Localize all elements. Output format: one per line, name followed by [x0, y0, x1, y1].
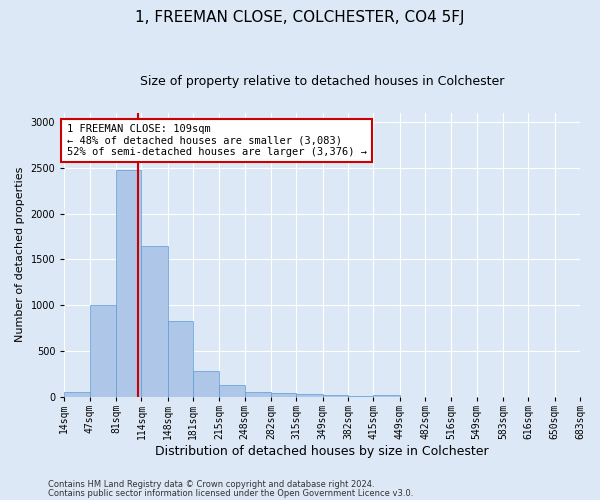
Bar	[373, 395, 400, 397]
Text: Contains HM Land Registry data © Crown copyright and database right 2024.: Contains HM Land Registry data © Crown c…	[48, 480, 374, 489]
Text: 1, FREEMAN CLOSE, COLCHESTER, CO4 5FJ: 1, FREEMAN CLOSE, COLCHESTER, CO4 5FJ	[135, 10, 465, 25]
Bar	[142, 246, 167, 397]
Title: Size of property relative to detached houses in Colchester: Size of property relative to detached ho…	[140, 75, 505, 88]
Text: Contains public sector information licensed under the Open Government Licence v3: Contains public sector information licen…	[48, 488, 413, 498]
Y-axis label: Number of detached properties: Number of detached properties	[15, 167, 25, 342]
Bar	[64, 392, 90, 397]
Text: 1 FREEMAN CLOSE: 109sqm
← 48% of detached houses are smaller (3,083)
52% of semi: 1 FREEMAN CLOSE: 109sqm ← 48% of detache…	[67, 124, 367, 157]
Bar	[193, 371, 219, 397]
Bar	[219, 385, 245, 397]
X-axis label: Distribution of detached houses by size in Colchester: Distribution of detached houses by size …	[155, 444, 489, 458]
Bar	[116, 170, 142, 397]
Bar	[167, 320, 193, 397]
Bar	[271, 392, 296, 397]
Bar	[90, 305, 116, 397]
Bar	[245, 392, 271, 397]
Bar	[323, 396, 348, 397]
Bar	[296, 394, 323, 397]
